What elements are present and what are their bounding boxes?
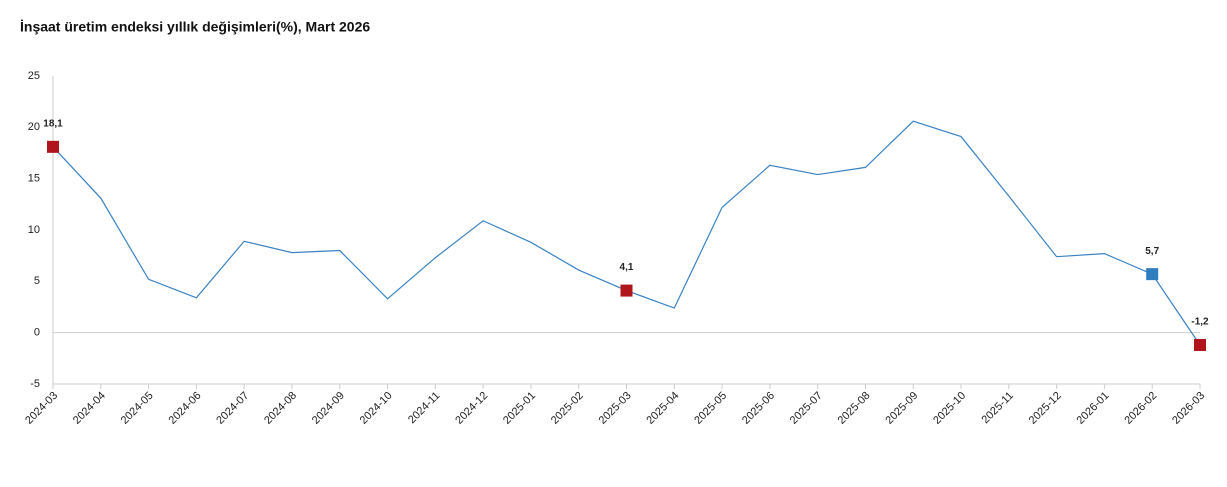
x-tick-label: 2024-12 — [453, 390, 490, 427]
x-tick-label: 2025-01 — [501, 390, 538, 427]
y-tick-label: -5 — [30, 378, 40, 390]
x-tick-label: 2025-12 — [1027, 390, 1064, 427]
x-tick-label: 2026-01 — [1075, 390, 1112, 427]
x-tick-label: 2025-06 — [740, 390, 777, 427]
chart-title: İnşaat üretim endeksi yıllık değişimleri… — [20, 19, 370, 35]
x-tick-label: 2025-10 — [931, 390, 968, 427]
x-tick-label: 2025-07 — [788, 390, 825, 427]
x-tick-label: 2025-09 — [883, 390, 920, 427]
x-tick-label: 2024-04 — [71, 390, 108, 427]
x-tick-label: 2025-02 — [549, 390, 586, 427]
x-tick-label: 2025-03 — [597, 390, 634, 427]
marker — [620, 284, 633, 297]
x-tick-label: 2024-05 — [119, 390, 156, 427]
x-tick-label: 2025-04 — [644, 390, 681, 427]
x-tick-label: 2024-11 — [406, 390, 442, 426]
x-tick-label: 2024-09 — [310, 390, 347, 427]
x-tick-label: 2025-08 — [836, 390, 873, 427]
marker — [1146, 268, 1159, 281]
x-tick-label: 2024-10 — [358, 390, 395, 427]
value-label: 5,7 — [1145, 246, 1159, 257]
y-tick-label: 25 — [28, 70, 40, 82]
x-tick-label: 2024-03 — [23, 390, 60, 427]
y-tick-label: 10 — [28, 224, 40, 236]
y-tick-label: 15 — [28, 173, 40, 185]
x-tick-label: 2025-11 — [980, 390, 1016, 426]
value-label: -1,2 — [1191, 317, 1209, 328]
y-tick-label: 5 — [34, 275, 40, 287]
y-tick-label: 0 — [34, 327, 40, 339]
x-tick-label: 2024-07 — [214, 390, 251, 427]
value-label: 4,1 — [620, 262, 634, 273]
value-label: 18,1 — [43, 118, 63, 129]
marker — [47, 140, 59, 153]
x-tick-label: 2025-05 — [692, 390, 729, 427]
y-tick-label: 20 — [28, 121, 40, 133]
x-tick-label: 2024-08 — [262, 390, 299, 427]
series-line — [52, 120, 1201, 346]
x-tick-label: 2026-02 — [1122, 390, 1159, 427]
x-tick-label: 2026-03 — [1170, 390, 1207, 427]
x-tick-label: 2024-06 — [167, 390, 204, 427]
marker — [1194, 338, 1206, 351]
